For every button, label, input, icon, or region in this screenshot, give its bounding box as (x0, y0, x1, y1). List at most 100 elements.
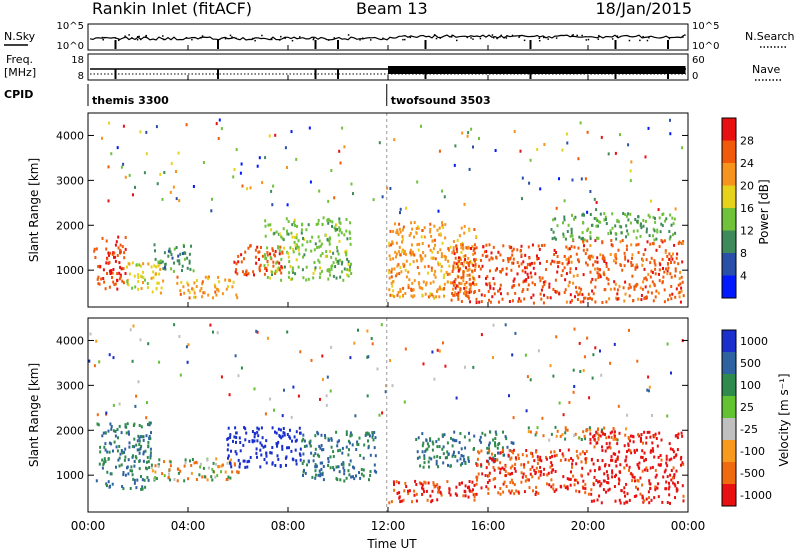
scatter-cell (325, 403, 328, 407)
scatter-cell (583, 244, 585, 248)
scatter-cell (413, 253, 416, 257)
scatter-cell (545, 268, 548, 271)
scatter-cell (666, 342, 669, 346)
scatter-cell (454, 286, 457, 290)
scatter-cell (526, 263, 529, 266)
scatter-cell (240, 253, 243, 257)
scatter-cell (494, 149, 497, 152)
scatter-cell (468, 260, 471, 264)
scatter-cell (163, 474, 166, 478)
scatter-cell (511, 253, 514, 257)
scatter-cell (462, 494, 465, 498)
scatter-cell (150, 466, 153, 469)
scatter-cell (537, 257, 540, 260)
scatter-cell (555, 206, 558, 210)
scatter-cell (393, 488, 396, 492)
scatter-cell (535, 431, 538, 435)
scatter-cell (365, 431, 368, 435)
scatter-cell (429, 494, 432, 498)
scatter-cell (146, 401, 148, 405)
scatter-cell (467, 262, 470, 265)
scatter-cell (281, 434, 284, 438)
scatter-cell (442, 452, 445, 456)
scatter-cell (265, 266, 268, 270)
n-search-point (200, 37, 202, 39)
scatter-cell (669, 118, 671, 122)
scatter-cell (580, 438, 583, 441)
scatter-cell (570, 227, 573, 231)
scatter-cell (235, 431, 238, 435)
scatter-cell (511, 464, 514, 468)
scatter-cell (419, 286, 422, 290)
scatter-cell (616, 457, 619, 461)
scatter-cell (460, 243, 462, 247)
scatter-cell (585, 261, 587, 265)
scatter-cell (322, 465, 325, 468)
scatter-cell (279, 245, 282, 249)
scatter-cell (635, 236, 638, 240)
scatter-cell (603, 426, 606, 430)
scatter-cell (664, 251, 667, 254)
scatter-cell (569, 267, 572, 271)
scatter-cell (335, 223, 338, 227)
scatter-cell (362, 474, 365, 478)
scatter-cell (108, 441, 111, 445)
scatter-cell (238, 462, 241, 466)
scatter-cell (193, 291, 196, 295)
scatter-cell (607, 152, 610, 156)
scatter-cell (467, 495, 470, 499)
scatter-cell (367, 432, 370, 436)
scatter-cell (522, 280, 525, 284)
scatter-cell (532, 293, 535, 297)
scatter-cell (592, 292, 595, 296)
scatter-cell (330, 267, 333, 271)
scatter-cell (591, 457, 593, 461)
scatter-cell (396, 293, 399, 297)
scatter-cell (436, 483, 439, 487)
scatter-cell (220, 127, 223, 131)
scatter-cell (601, 257, 604, 261)
scatter-cell (418, 455, 421, 459)
scatter-cell (596, 218, 599, 222)
scatter-cell (289, 428, 291, 432)
colorbar-swatch (722, 163, 736, 186)
scatter-cell (545, 457, 548, 461)
scatter-cell (674, 207, 677, 211)
scatter-cell (672, 450, 675, 454)
scatter-cell (338, 439, 340, 443)
scatter-cell (589, 469, 592, 473)
scatter-cell (607, 488, 610, 492)
scatter-cell (410, 253, 413, 257)
scatter-cell (358, 471, 360, 475)
scatter-cell (318, 454, 321, 458)
scatter-cell (534, 433, 537, 437)
scatter-cell (108, 121, 111, 125)
n-search-point (291, 39, 294, 42)
scatter-cell (133, 274, 136, 278)
scatter-cell (338, 258, 341, 262)
scatter-cell (329, 389, 332, 393)
scatter-cell (479, 440, 482, 444)
n-search-point (185, 36, 188, 39)
scatter-cell (414, 479, 417, 483)
scatter-cell (509, 481, 512, 484)
scatter-cell (277, 457, 280, 461)
scatter-cell (422, 280, 425, 284)
scatter-cell (583, 296, 585, 300)
scatter-cell (256, 245, 259, 249)
scatter-cell (400, 499, 403, 503)
scatter-cell (293, 220, 296, 224)
scatter-cell (593, 217, 596, 220)
scatter-cell (537, 469, 540, 473)
scatter-cell (658, 431, 661, 435)
scatter-cell (484, 433, 487, 437)
scatter-cell (103, 457, 106, 461)
scatter-cell (95, 247, 98, 251)
scatter-cell (559, 458, 562, 462)
scatter-cell (405, 259, 408, 263)
scatter-cell (615, 437, 618, 441)
scatter-cell (663, 270, 666, 274)
scatter-cell (374, 454, 377, 458)
scatter-cell (410, 287, 413, 291)
scatter-cell (271, 462, 274, 466)
